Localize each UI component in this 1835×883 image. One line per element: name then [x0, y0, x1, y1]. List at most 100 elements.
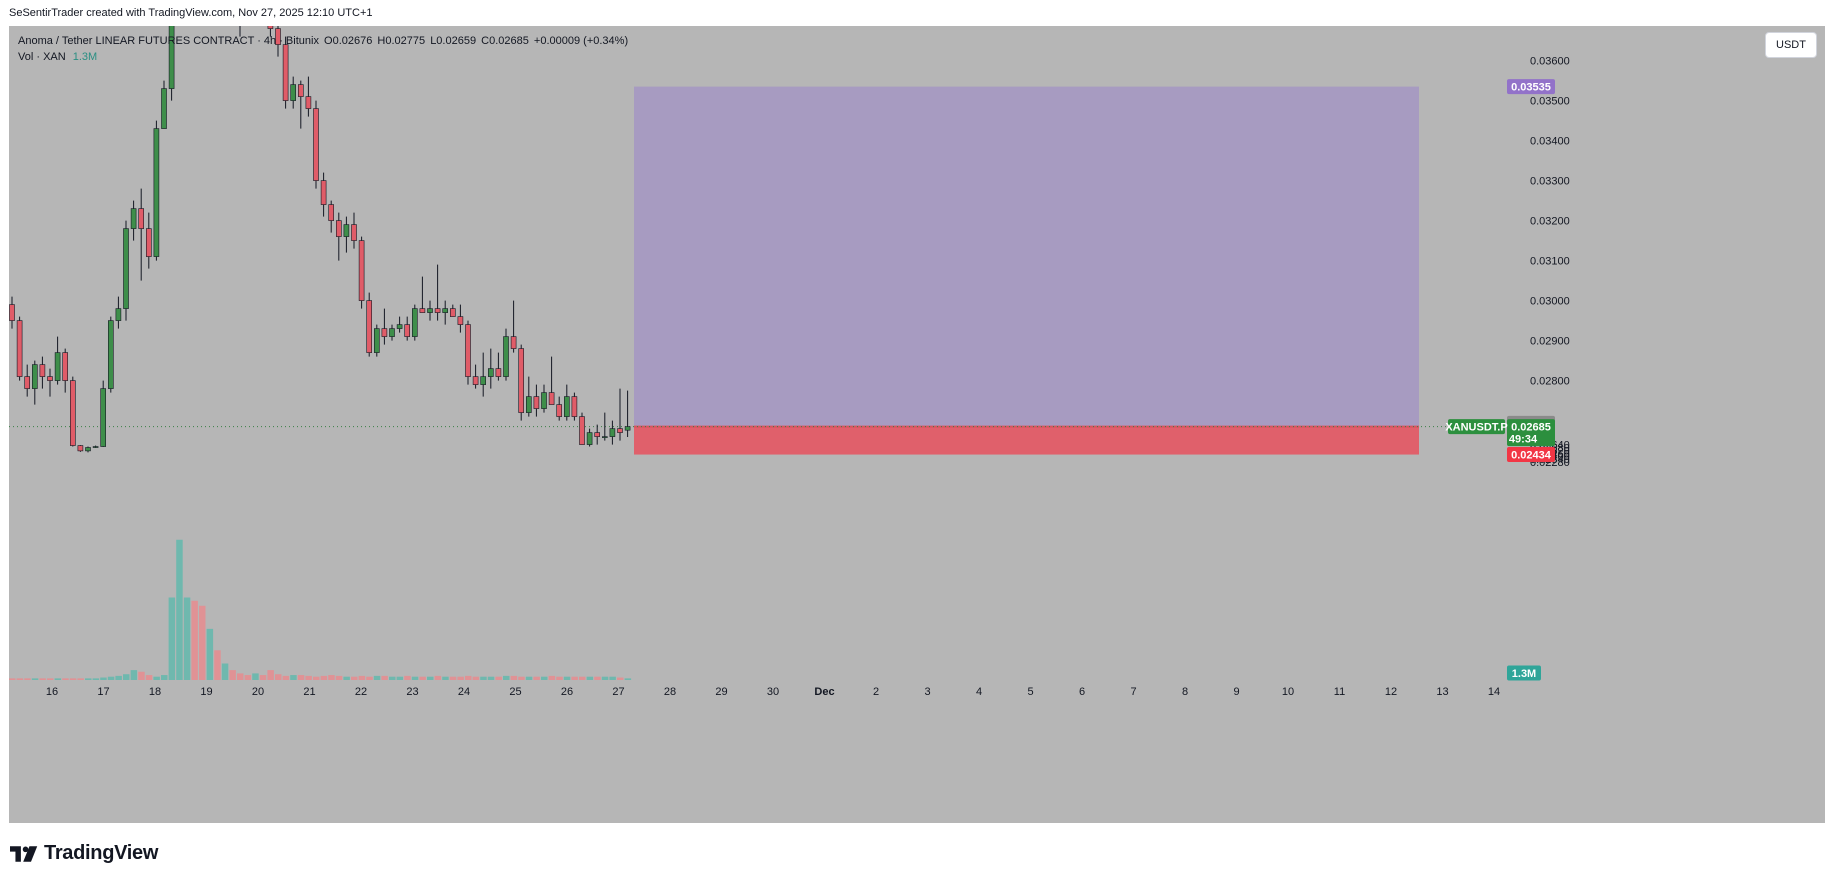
candle[interactable]: [108, 320, 114, 389]
candle[interactable]: [100, 388, 106, 447]
candle[interactable]: [146, 228, 152, 257]
volume-bar: [85, 678, 92, 680]
candle[interactable]: [449, 308, 456, 317]
tradingview-logo[interactable]: TradingView: [10, 842, 158, 865]
candle[interactable]: [472, 376, 479, 385]
candle[interactable]: [320, 180, 327, 205]
candle[interactable]: [69, 380, 76, 446]
volume-bar: [282, 675, 290, 680]
candle[interactable]: [138, 208, 144, 229]
candle[interactable]: [381, 328, 388, 337]
candle[interactable]: [366, 300, 373, 353]
position-stop-zone[interactable]: [634, 426, 1419, 455]
volume-bar: [343, 676, 350, 680]
currency-button[interactable]: USDT: [1765, 32, 1817, 58]
candle[interactable]: [297, 84, 304, 97]
time-axis-tick-label: 5: [1027, 686, 1033, 698]
candle[interactable]: [579, 416, 585, 445]
candle[interactable]: [442, 308, 449, 313]
volume-bar: [335, 675, 343, 680]
legend-volume-row: Vol · XAN 1.3M: [18, 49, 628, 65]
candle[interactable]: [411, 308, 418, 337]
candle[interactable]: [434, 308, 441, 313]
candle[interactable]: [343, 224, 350, 237]
candle[interactable]: [518, 348, 525, 413]
price-chart[interactable]: 0.022800.023400.024000.024600.025200.025…: [9, 26, 1825, 823]
volume-bar: [586, 676, 594, 680]
candle[interactable]: [92, 446, 99, 448]
volume-bar: [548, 675, 556, 680]
candle[interactable]: [609, 428, 616, 437]
candle[interactable]: [533, 396, 540, 409]
volume-bar: [495, 676, 502, 680]
candle[interactable]: [510, 336, 517, 349]
candle[interactable]: [161, 88, 167, 129]
candle[interactable]: [373, 328, 380, 353]
legend-symbol[interactable]: Anoma / Tether LINEAR FUTURES CONTRACT ·…: [18, 35, 319, 47]
chart-pane[interactable]: 0.022800.023400.024000.024600.025200.025…: [9, 26, 1825, 823]
candle[interactable]: [617, 428, 623, 433]
candle[interactable]: [168, 26, 175, 89]
price-axis-tick-label: 0.02900: [1530, 336, 1570, 348]
candle[interactable]: [62, 352, 69, 381]
candle[interactable]: [335, 220, 342, 237]
candle[interactable]: [487, 368, 494, 377]
candle[interactable]: [571, 396, 578, 417]
legend-volume-label[interactable]: Vol · XAN: [18, 51, 66, 63]
candle[interactable]: [77, 445, 84, 452]
candle[interactable]: [563, 396, 570, 417]
candle[interactable]: [267, 26, 274, 29]
volume-bar: [77, 678, 84, 680]
candle[interactable]: [130, 208, 137, 229]
tradingview-logo-icon: [10, 845, 38, 862]
candle[interactable]: [503, 336, 509, 377]
candle[interactable]: [624, 426, 631, 431]
candle[interactable]: [396, 324, 403, 329]
candle[interactable]: [153, 128, 160, 257]
candle[interactable]: [601, 436, 608, 438]
candle[interactable]: [495, 368, 502, 377]
candle[interactable]: [419, 308, 426, 313]
candle[interactable]: [586, 432, 593, 445]
candle[interactable]: [427, 308, 433, 313]
candle[interactable]: [31, 364, 38, 389]
time-axis-tick-label: 29: [715, 686, 727, 698]
candle[interactable]: [305, 96, 312, 109]
candle[interactable]: [275, 28, 281, 45]
candle[interactable]: [556, 404, 563, 417]
candle[interactable]: [465, 324, 471, 377]
candle[interactable]: [389, 328, 395, 337]
price-axis-tick-label: 0.03200: [1530, 216, 1570, 228]
position-target-zone[interactable]: [634, 86, 1419, 427]
candle[interactable]: [9, 304, 15, 321]
candle[interactable]: [548, 392, 555, 405]
candle[interactable]: [115, 308, 122, 321]
candle[interactable]: [54, 352, 61, 381]
candle[interactable]: [16, 320, 23, 377]
candle[interactable]: [313, 108, 319, 181]
candle[interactable]: [328, 204, 335, 221]
candle[interactable]: [123, 228, 129, 309]
candle[interactable]: [24, 376, 30, 389]
volume-bar: [153, 676, 160, 680]
candle[interactable]: [47, 376, 53, 381]
candle[interactable]: [351, 224, 357, 241]
volume-bar: [100, 677, 107, 680]
time-axis-tick-label: 2: [873, 686, 879, 698]
candle[interactable]: [358, 240, 365, 301]
candle[interactable]: [525, 396, 532, 413]
legend-close: C0.02685: [481, 35, 529, 47]
candle[interactable]: [594, 432, 601, 437]
symbol-price-tag[interactable]: [1448, 419, 1505, 435]
candle[interactable]: [39, 364, 46, 377]
legend-open: O0.02676: [324, 35, 373, 47]
candle[interactable]: [290, 84, 297, 101]
candle[interactable]: [457, 316, 464, 325]
candle[interactable]: [85, 447, 91, 452]
candle[interactable]: [282, 44, 289, 101]
candle[interactable]: [480, 376, 487, 385]
volume-bar: [214, 650, 221, 680]
candle[interactable]: [541, 392, 547, 409]
candle[interactable]: [404, 324, 411, 337]
volume-bar: [419, 676, 426, 680]
